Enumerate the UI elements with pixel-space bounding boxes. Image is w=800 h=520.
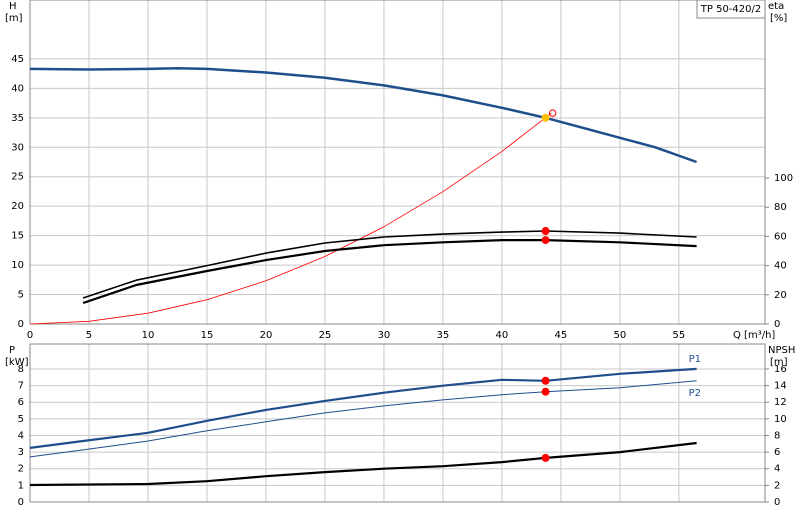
y-tick-label: 45 (11, 54, 24, 65)
operating-point (541, 453, 550, 462)
y-tick-label: 0 (18, 497, 24, 508)
y2-axis-unit: [%] (770, 13, 787, 24)
y2-tick-label: 80 (774, 202, 787, 213)
plot-frame (29, 343, 766, 503)
y-tick-label: 35 (11, 113, 24, 124)
y-tick-label: 40 (11, 83, 24, 94)
x-tick-label: 0 (27, 330, 33, 341)
operating-point (541, 227, 550, 236)
curve (29, 441, 697, 487)
x-tick-label: 25 (319, 330, 332, 341)
y2-tick-label: 60 (774, 231, 787, 242)
x-tick-label: 5 (86, 330, 92, 341)
y2-tick-label: 40 (774, 261, 787, 272)
operating-point (548, 109, 557, 117)
y2-tick-label: 16 (774, 364, 787, 375)
x-tick-label: 20 (260, 330, 273, 341)
y2-tick-label: 100 (774, 173, 793, 184)
y-tick-label: 2 (18, 464, 24, 475)
x-tick-label: 50 (614, 330, 627, 341)
operating-point (541, 236, 550, 245)
y-tick-label: 25 (11, 172, 24, 183)
plot-frame (29, 0, 766, 325)
y-tick-label: 30 (11, 142, 24, 153)
curve (29, 67, 698, 164)
curve (29, 367, 697, 449)
y-tick-label: 6 (18, 397, 24, 408)
curve (29, 380, 697, 458)
y-tick-label: 4 (18, 430, 24, 441)
operating-point (541, 376, 550, 385)
y-tick-label: 1 (18, 480, 24, 491)
y2-axis-label: NPSH (768, 345, 795, 356)
y-tick-label: 0 (18, 319, 24, 330)
y-axis-unit: [m] (5, 13, 23, 24)
y2-axis-label: eta (768, 1, 784, 12)
curve-label: P2 (689, 388, 701, 399)
y-tick-label: 10 (11, 260, 24, 271)
y-tick-label: 7 (18, 381, 24, 392)
curve (82, 230, 697, 299)
x-tick-label: 15 (201, 330, 214, 341)
y2-axis-unit: [m] (770, 357, 788, 368)
y2-tick-label: 4 (774, 464, 780, 475)
x-tick-label: 30 (378, 330, 391, 341)
curve (82, 239, 697, 305)
y-tick-label: 5 (18, 414, 24, 425)
y2-tick-label: 2 (774, 480, 780, 491)
y-tick-label: 3 (18, 447, 24, 458)
x-axis-label: Q [m³/h] (733, 330, 775, 341)
y2-tick-label: 8 (774, 430, 780, 441)
y-axis-label: H (9, 1, 17, 12)
y2-tick-label: 10 (774, 414, 787, 425)
y2-tick-label: 20 (774, 290, 787, 301)
model-label: TP 50-420/2 (700, 4, 761, 15)
operating-point (541, 113, 550, 122)
curve (29, 112, 552, 325)
y-tick-label: 15 (11, 231, 24, 242)
x-tick-label: 55 (673, 330, 686, 341)
y2-tick-label: 14 (774, 381, 787, 392)
x-tick-label: 35 (437, 330, 450, 341)
operating-point (541, 387, 550, 396)
y-tick-label: 20 (11, 201, 24, 212)
y2-tick-label: 0 (774, 497, 780, 508)
x-tick-label: 40 (496, 330, 509, 341)
model-box (696, 0, 766, 19)
y-tick-label: 8 (18, 364, 24, 375)
y2-tick-label: 0 (774, 319, 780, 330)
y-axis-label: P (9, 345, 15, 356)
curve-label: P1 (689, 354, 701, 365)
y2-tick-label: 12 (774, 397, 787, 408)
x-tick-label: 10 (142, 330, 155, 341)
x-tick-label: 45 (555, 330, 568, 341)
y-tick-label: 5 (18, 290, 24, 301)
y-axis-unit: [kW] (5, 357, 29, 368)
y2-tick-label: 6 (774, 447, 780, 458)
